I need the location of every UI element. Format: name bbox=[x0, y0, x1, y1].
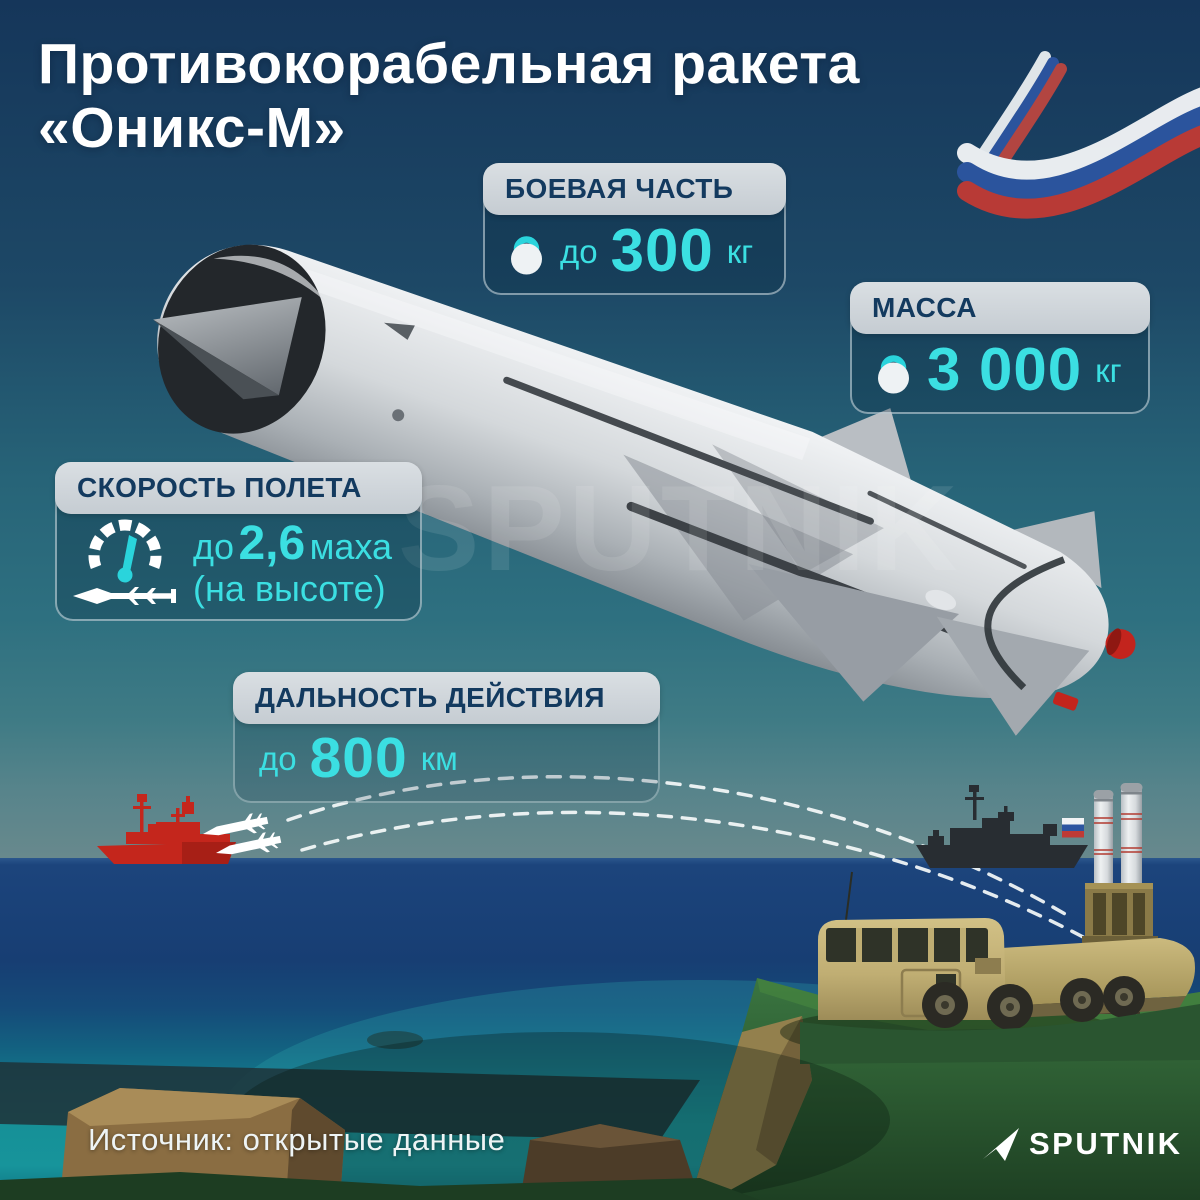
intake-cone bbox=[153, 297, 302, 396]
wheels bbox=[922, 976, 1145, 1030]
sputnik-plane-icon bbox=[983, 1128, 1019, 1161]
mass-stat-card: МАССА 3 000 кг bbox=[850, 282, 1150, 414]
coastal-launcher-truck bbox=[800, 871, 1200, 1064]
navy-ship bbox=[916, 785, 1088, 868]
distant-islet bbox=[367, 1031, 423, 1049]
missile-arrow-icon bbox=[73, 587, 176, 606]
speed-prefix: до bbox=[193, 526, 235, 567]
shore-rocks bbox=[0, 1032, 890, 1200]
mass-value: 3 000 bbox=[927, 336, 1083, 403]
russian-flag-ribbon bbox=[957, 51, 1200, 219]
source-note: Источник: открытые данные bbox=[88, 1122, 506, 1157]
sputnik-logo: SPUTNIK bbox=[982, 1126, 1183, 1162]
kettlebell-icon bbox=[511, 236, 542, 275]
warhead-label: БОЕВАЯ ЧАСТЬ bbox=[483, 163, 786, 215]
brand-text: SPUTNIK bbox=[1029, 1126, 1183, 1161]
warhead-stat-card: БОЕВАЯ ЧАСТЬ до 300 кг bbox=[483, 163, 786, 295]
speed-value: 2,6 bbox=[238, 517, 306, 570]
range-value: 800 bbox=[309, 726, 408, 790]
warhead-unit: кг bbox=[726, 232, 754, 270]
speedometer-icon bbox=[88, 519, 162, 583]
title-line1: Противокорабельная ракета bbox=[38, 32, 860, 96]
russian-flag bbox=[1062, 818, 1084, 838]
speed-note: (на высоте) bbox=[193, 567, 386, 609]
grass-lip bbox=[800, 1004, 1200, 1064]
missile-salvo bbox=[203, 813, 282, 855]
speed-stat-card: СКОРОСТЬ ПОЛЕТА до 2,6 маха (на высоте) bbox=[55, 462, 422, 621]
watermark: SPUTNIK bbox=[398, 460, 962, 596]
speed-unit: маха bbox=[309, 526, 393, 567]
cab-windows bbox=[826, 928, 988, 962]
range-label: ДАЛЬНОСТЬ ДЕЙСТВИЯ bbox=[233, 672, 660, 724]
mass-unit: кг bbox=[1095, 351, 1122, 389]
oniks-missile bbox=[153, 244, 1136, 736]
speed-label: СКОРОСТЬ ПОЛЕТА bbox=[55, 462, 422, 514]
kettlebell-icon bbox=[878, 355, 909, 394]
trajectory-arcs bbox=[286, 775, 1100, 947]
antenna bbox=[845, 871, 853, 921]
range-stat-card: ДАЛЬНОСТЬ ДЕЙСТВИЯ до 800 км bbox=[233, 672, 660, 803]
mass-label: МАССА bbox=[850, 282, 1150, 334]
speed-value-block: до 2,6 маха (на высоте) bbox=[193, 518, 392, 609]
target-ship bbox=[97, 794, 236, 864]
range-unit: км bbox=[420, 740, 458, 777]
range-prefix: до bbox=[259, 740, 297, 777]
warhead-value: 300 bbox=[610, 217, 714, 284]
title-line2: «Оникс-М» bbox=[38, 96, 346, 161]
page-title: Противокорабельная ракета «Оникс-М» bbox=[38, 32, 860, 161]
warhead-prefix: до bbox=[560, 232, 598, 270]
